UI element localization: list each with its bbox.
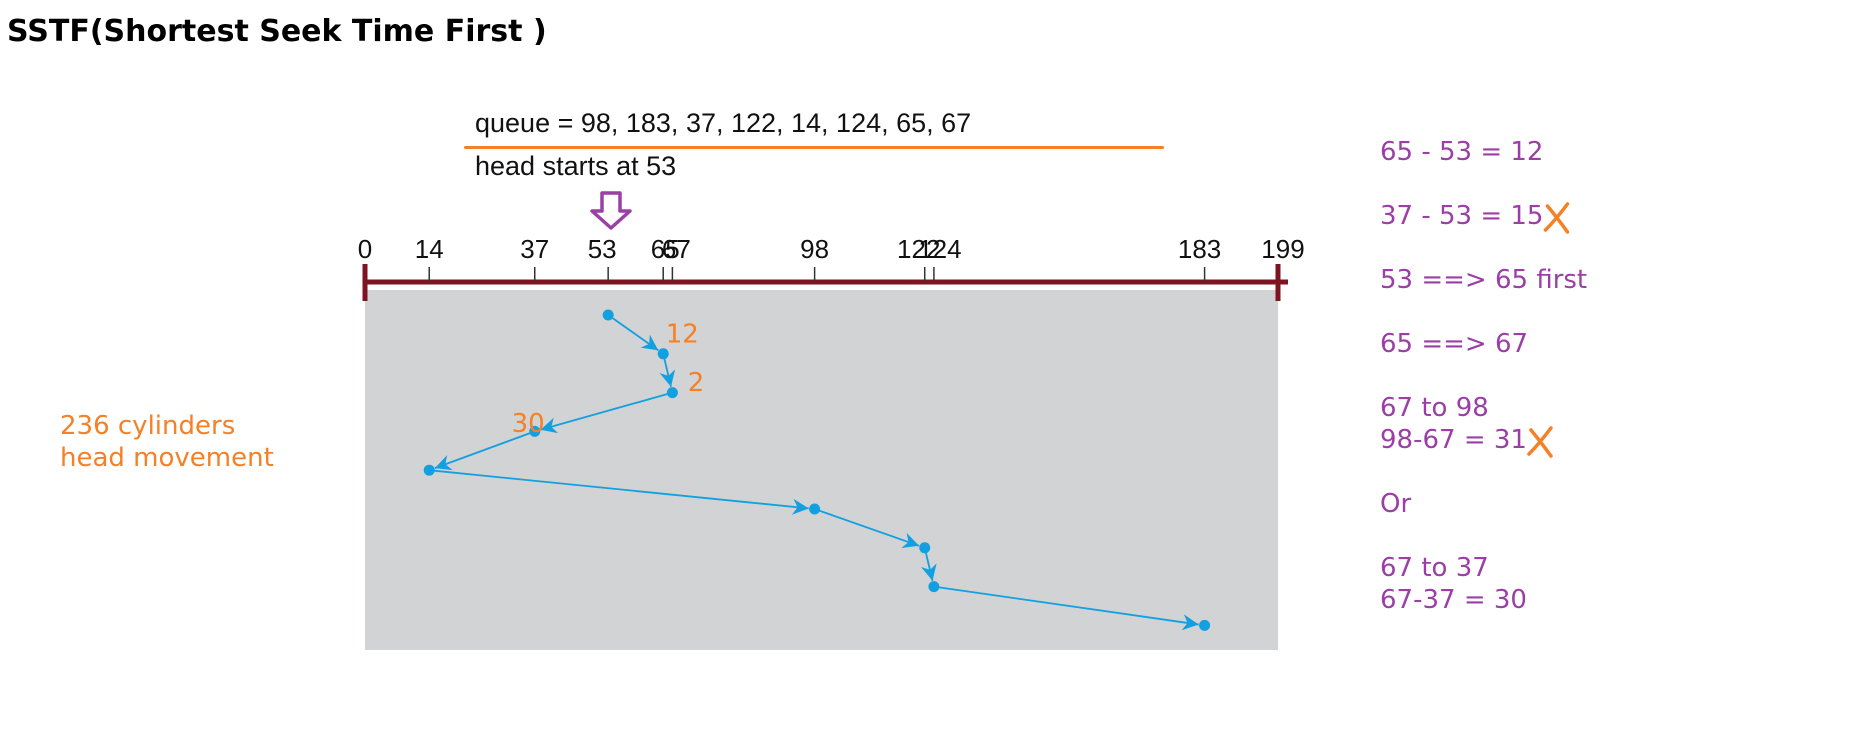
note-line: 53 ==> 65 first	[1380, 265, 1588, 295]
axis-tick-label: 0	[358, 234, 372, 264]
step-distance-label: 2	[688, 368, 705, 398]
path-point	[919, 542, 931, 554]
path-point	[657, 348, 669, 360]
axis-tick-label: 98	[800, 234, 829, 264]
path-point	[928, 581, 940, 593]
axis-tick-label: 183	[1178, 234, 1221, 264]
page-title: SSTF(Shortest Seek Time First )	[7, 14, 547, 49]
axis-tick-label: 53	[588, 234, 617, 264]
note-line: 37 - 53 = 15	[1380, 201, 1544, 231]
queue-text: queue = 98, 183, 37, 122, 14, 124, 65, 6…	[475, 108, 972, 138]
cross-mark-icon	[1543, 202, 1570, 232]
axis-tick-label: 65	[651, 234, 680, 264]
total-movement-line2: head movement	[60, 443, 274, 473]
path-point	[423, 464, 435, 476]
path-segment	[659, 353, 676, 387]
head-path	[429, 314, 1199, 631]
path-point	[529, 425, 541, 437]
total-movement-note: 236 cylinders head movement	[60, 410, 274, 474]
cross-marks	[1527, 202, 1570, 458]
movement-panel	[365, 290, 1278, 650]
axis-tick-label: 37	[520, 234, 549, 264]
cross-mark-icon	[1527, 426, 1553, 456]
axis-ticks	[428, 267, 1206, 282]
axis-tick-label: 67	[662, 234, 691, 264]
queue-underline	[464, 146, 1164, 149]
path-segment	[429, 469, 809, 515]
head-start-arrow-icon	[590, 191, 632, 230]
note-line: 98-67 = 31	[1380, 425, 1527, 455]
axis-tick-label: 124	[918, 234, 961, 264]
path-point	[666, 387, 678, 399]
path-segment	[434, 430, 536, 471]
axis-tick-label: 122	[897, 234, 940, 264]
axis-tick-label: 199	[1261, 234, 1304, 264]
path-segment	[921, 547, 937, 581]
path-segment	[540, 391, 673, 434]
step-distance-label: 30	[512, 409, 545, 439]
axis-tick-label: 14	[415, 234, 444, 264]
note-line: 67 to 98	[1380, 393, 1489, 423]
note-line: 67-37 = 30	[1380, 585, 1527, 615]
path-point	[809, 503, 821, 515]
note-line: 65 ==> 67	[1380, 329, 1529, 359]
step-distance-label: 12	[666, 319, 699, 349]
note-line: 65 - 53 = 12	[1380, 137, 1544, 167]
path-point	[602, 309, 614, 321]
path-segment	[933, 585, 1199, 631]
path-segment	[814, 508, 920, 549]
note-line: Or	[1380, 489, 1412, 519]
path-point	[1199, 619, 1211, 631]
path-segment	[607, 314, 659, 352]
total-movement-line1: 236 cylinders	[60, 411, 236, 441]
head-start-text: head starts at 53	[475, 151, 677, 181]
step-labels: 12 2 30	[512, 319, 705, 439]
head-path-points	[423, 309, 1211, 631]
note-line: 67 to 37	[1380, 553, 1489, 583]
